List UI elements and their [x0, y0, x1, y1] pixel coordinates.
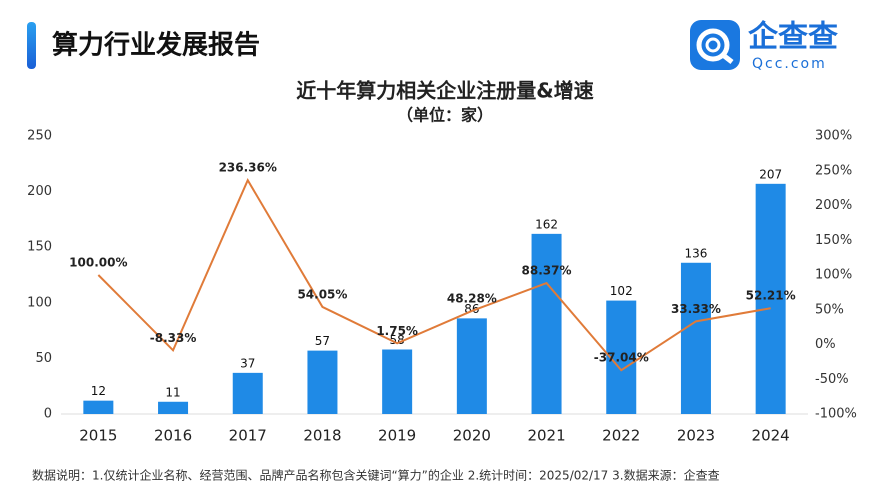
y-tick-label: 50 — [35, 351, 52, 366]
bar — [307, 350, 338, 414]
y-tick-label: 200 — [27, 184, 52, 199]
x-tick-label: 2021 — [527, 427, 565, 445]
x-tick-label: 2022 — [602, 427, 640, 445]
y-tick-label: 0 — [44, 407, 52, 422]
line-value-label: 52.21% — [746, 289, 796, 303]
bar-value-label: 57 — [315, 334, 330, 348]
x-tick-label: 2024 — [752, 427, 790, 445]
logo-icon-tail — [721, 53, 734, 64]
y2-tick-label: 150% — [815, 233, 852, 248]
header-accent — [27, 22, 36, 69]
line-value-label: -8.33% — [150, 331, 197, 345]
bar-value-label: 11 — [165, 385, 180, 399]
bar — [680, 262, 711, 414]
y2-tick-label: -50% — [815, 372, 849, 387]
bar-value-label: 12 — [91, 384, 106, 398]
y2-tick-label: 50% — [815, 302, 844, 317]
x-tick-label: 2019 — [378, 427, 416, 445]
x-tick-label: 2018 — [303, 427, 341, 445]
logo-icon-ring — [696, 28, 730, 62]
line-value-label: 100.00% — [69, 256, 127, 270]
bar-value-label: 58 — [390, 333, 405, 347]
logo: 企查查 Qcc.com — [690, 20, 838, 72]
y2-tick-label: 250% — [815, 163, 852, 178]
line-value-label: 54.05% — [297, 287, 347, 301]
x-tick-label: 2020 — [453, 427, 491, 445]
bar — [456, 318, 487, 414]
header-title: 算力行业发展报告 — [52, 30, 260, 61]
chart-title: 近十年算力相关企业注册量&增速 — [296, 79, 593, 103]
line-value-label: 48.28% — [447, 291, 497, 305]
y-tick-label: 150 — [27, 240, 52, 255]
line — [97, 178, 771, 372]
y2-tick-label: 0% — [815, 337, 836, 352]
logo-icon-ring — [705, 37, 721, 53]
y-tick-label: 100 — [27, 295, 52, 310]
x-tick-label: 2015 — [79, 427, 117, 445]
logo-url: Qcc.com — [752, 56, 827, 72]
x-tick-label: 2017 — [229, 427, 267, 445]
line-value-label: 236.36% — [219, 161, 277, 175]
y2-tick-label: 100% — [815, 268, 852, 283]
x-tick-label: 2016 — [154, 427, 192, 445]
y2-tick-label: 200% — [815, 198, 852, 213]
y-tick-label: 250 — [27, 129, 52, 144]
y2-tick-label: 300% — [815, 129, 852, 144]
bar — [83, 400, 114, 414]
chart-subtitle: （单位：家） — [397, 106, 493, 125]
bar-value-label: 162 — [535, 217, 558, 231]
line-value-label: 88.37% — [522, 264, 572, 278]
bar — [382, 349, 413, 414]
bar-value-label: 102 — [610, 284, 633, 298]
bar — [755, 183, 786, 414]
bar-value-label: 207 — [759, 167, 782, 181]
logo-text: 企查查 — [748, 20, 838, 55]
line-value-label: -37.04% — [594, 351, 649, 365]
bar — [158, 401, 189, 414]
bar — [232, 372, 263, 414]
line-value-label: 1.75% — [376, 324, 418, 338]
x-tick-label: 2023 — [677, 427, 715, 445]
bar-value-label: 37 — [240, 356, 255, 370]
bar — [531, 233, 562, 414]
line-value-label: 33.33% — [671, 302, 721, 316]
bar-value-label: 136 — [684, 246, 707, 260]
y2-tick-label: -100% — [815, 407, 857, 422]
footnote: 数据说明：1.仅统计企业名称、经营范围、品牌产品名称包含关键词“算力”的企业 2… — [32, 468, 720, 483]
